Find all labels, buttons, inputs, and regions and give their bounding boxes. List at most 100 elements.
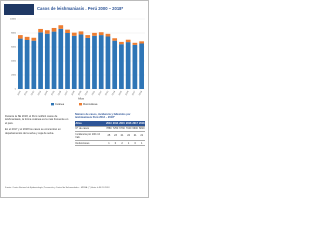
table-cell: 6730	[118, 126, 126, 133]
table-cell: 2018	[138, 121, 145, 127]
bar-segment	[51, 31, 57, 90]
legend-label: Cutánea	[55, 103, 65, 106]
x-tick-label: 2007	[65, 90, 70, 96]
table-cell: 1	[105, 140, 113, 147]
table-title: Número de casos, incidencia y fallecidos…	[75, 113, 131, 119]
table-cell: 2014	[112, 121, 119, 127]
bar-segment	[98, 32, 104, 36]
x-tick-label: 2017	[132, 90, 137, 96]
bar-segment	[18, 38, 23, 89]
bar-segment	[98, 35, 104, 89]
bar-segment	[125, 42, 131, 89]
table-cell: 23	[112, 131, 119, 141]
title: Casos de leishmaniasis . Perú 2000 – 201…	[37, 6, 123, 11]
x-tick-label: 2012	[98, 90, 103, 96]
x-tick-label: 2015	[119, 90, 124, 96]
x-tick-label: 2013	[105, 90, 110, 96]
bar-segment	[85, 35, 91, 38]
bar-segment	[31, 37, 37, 41]
table-row: Defunciones 1 0 2 1 0 1	[75, 140, 145, 147]
table-cell: 21	[138, 131, 145, 141]
bar-segment	[105, 36, 111, 89]
bar-segment	[24, 40, 30, 89]
x-tick-label: 2008	[71, 90, 76, 96]
bar-segment	[112, 38, 118, 41]
bar-segment	[18, 35, 23, 39]
paragraph: Durante la SE 2018, el Perú notificó cas…	[5, 115, 69, 125]
x-axis-label: Años	[78, 97, 85, 101]
chart: Casos de leishmaniasis . Perú 2000 – 201…	[4, 4, 145, 106]
table-cell: 25	[105, 131, 113, 141]
bar-segment	[125, 39, 131, 43]
bar-segment	[92, 32, 97, 36]
x-tick-label: 2011	[92, 90, 96, 96]
table-cell: 6600	[131, 126, 139, 133]
bar-segment	[132, 44, 138, 89]
table-row: N° de casos 7880 7250 6730 7040 6600 6810	[75, 126, 145, 133]
table-row: Años 2013 2014 2015 2016 2017 2018	[75, 121, 145, 127]
table-cell: 22	[125, 131, 132, 141]
table-cell: 6810	[138, 126, 145, 133]
x-tick-label: 2004	[45, 90, 50, 96]
bar-segment	[139, 41, 144, 44]
bar-segment	[58, 25, 64, 29]
logo-box	[4, 4, 34, 15]
table-cell: 2015	[118, 121, 126, 127]
bar-segment	[105, 33, 111, 37]
y-tick-label: 6000	[11, 47, 17, 49]
table: Años 2013 2014 2015 2016 2017 2018 N° de casos 7…	[75, 121, 145, 147]
table-cell: 0	[131, 140, 139, 147]
bar-segment	[132, 42, 138, 45]
bar-segment	[65, 29, 70, 33]
legend-label: Mucocutánea	[83, 103, 98, 106]
x-tick-label: 2010	[85, 90, 90, 96]
x-tick-label: 2016	[125, 90, 130, 96]
bar-segment	[71, 35, 77, 89]
y-tick-label: 8000	[11, 33, 17, 35]
table-cell: 21	[131, 131, 139, 141]
table-cell: Incidencia por 100 mil hab.	[75, 131, 106, 141]
bar-segment	[44, 30, 50, 34]
x-tick-label: 2009	[78, 90, 83, 96]
table-cell: 1	[125, 140, 132, 147]
bar-segment	[119, 41, 124, 45]
x-tick-label: 2006	[58, 90, 63, 96]
bar-segment	[71, 32, 77, 36]
table-cell: N° de casos	[75, 126, 106, 133]
legend-swatch	[51, 103, 54, 106]
paragraph: En el 2017 y el 2018 los casos se concen…	[5, 128, 61, 135]
table-cell: 2	[118, 140, 126, 147]
table-block: Número de casos, incidencia y fallecidos…	[75, 113, 145, 147]
bar-segment	[31, 40, 37, 89]
bar-segment	[38, 32, 43, 89]
x-tick-label: 2002	[31, 90, 36, 96]
table-cell: 21	[118, 131, 126, 141]
x-tick-label: 2005	[51, 90, 56, 96]
bar-segment	[58, 28, 64, 89]
table-cell: Años	[75, 121, 106, 127]
table-cell: 7880	[105, 126, 113, 133]
table-cell: 0	[112, 140, 119, 147]
bar-segment	[38, 28, 43, 33]
bar-segment	[51, 27, 57, 32]
bar-segment	[119, 44, 124, 89]
bar-segment	[78, 31, 84, 35]
table-cell: 7040	[125, 126, 132, 133]
x-tick-label: 2001	[24, 90, 29, 96]
y-tick-label: 0	[15, 89, 17, 91]
table-cell: 1	[138, 140, 145, 147]
bar-segment	[92, 35, 97, 89]
x-tick-label: 2014	[112, 90, 117, 96]
table-row: Incidencia por 100 mil hab. 25 23 21 22 21 21	[75, 131, 145, 141]
bar-segment	[139, 43, 144, 89]
y-tick-label: 2000	[11, 75, 17, 77]
x-tick-label: 2018	[139, 90, 144, 96]
table-cell: 2013	[105, 121, 113, 127]
footer: Fuente: Centro Nacional de Epidemiología…	[5, 187, 110, 189]
x-tick-label: 2000	[18, 90, 23, 96]
table-cell: Defunciones	[75, 140, 106, 147]
y-tick-label: 4000	[11, 61, 17, 63]
page: Casos de leishmaniasis . Perú 2000 – 201…	[0, 0, 149, 198]
table-cell: 2016	[125, 121, 132, 127]
legend-swatch	[79, 103, 82, 106]
